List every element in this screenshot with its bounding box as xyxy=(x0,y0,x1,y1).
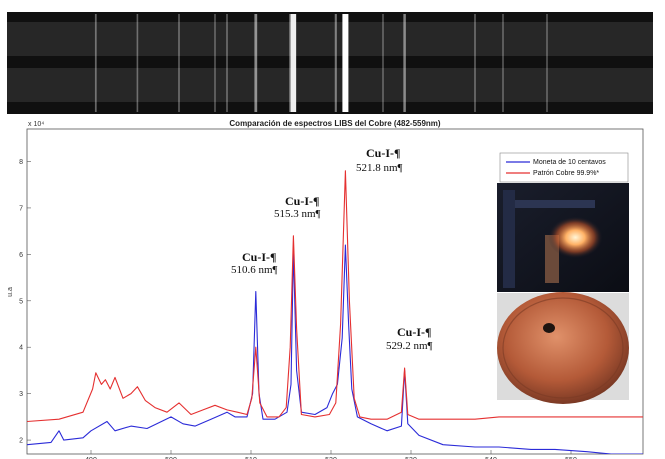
spectrum-image xyxy=(7,12,653,114)
legend: Moneta de 10 centavos Patrón Cobre 99.9%… xyxy=(499,152,629,183)
emission-line xyxy=(290,14,297,112)
annotation-521: Cu-I-¶ 521.8 nm¶ xyxy=(356,146,403,174)
y-tick-label: 2 xyxy=(19,438,23,445)
emission-line xyxy=(94,14,97,112)
annotation-515-element: Cu-I-¶ xyxy=(285,194,319,208)
emission-line xyxy=(342,14,349,112)
series-line-1 xyxy=(27,244,643,454)
x-tick-label: 510 xyxy=(245,457,257,459)
emission-line xyxy=(214,14,216,112)
series-line-2 xyxy=(27,170,643,423)
y-axis-label: u.a xyxy=(7,287,14,297)
emission-line xyxy=(382,14,384,112)
plasma-flame xyxy=(538,214,606,266)
legend-box xyxy=(499,152,629,183)
emission-line xyxy=(178,14,180,112)
x-tick-label: 550 xyxy=(565,457,577,459)
emission-line xyxy=(474,14,476,112)
spectrum-band-bottom xyxy=(7,68,653,102)
x-tick-label: 530 xyxy=(405,457,417,459)
emission-line xyxy=(136,14,139,112)
coin-ablation-crater xyxy=(543,323,555,333)
emission-line xyxy=(403,14,406,112)
annotation-510: Cu-I-¶ 510.6 nm¶ xyxy=(231,250,278,276)
annotation-510-element: Cu-I-¶ xyxy=(242,250,276,264)
emission-line xyxy=(334,14,337,112)
annotation-529-wavelength: 529.2 nm¶ xyxy=(386,340,433,352)
emission-line xyxy=(546,14,548,112)
annotation-529-element: Cu-I-¶ xyxy=(397,325,431,339)
spectrum-band-top xyxy=(7,22,653,56)
coin xyxy=(497,292,629,404)
coin-rim xyxy=(502,297,624,399)
y-tick-label: 7 xyxy=(19,205,23,212)
legend-label-series-2: Patrón Cobre 99.9%* xyxy=(533,170,599,177)
plasma-photo-holder xyxy=(503,190,515,288)
emission-line xyxy=(226,14,228,112)
chart-title: Comparación de espectros LIBS del Cobre … xyxy=(229,119,441,128)
y-multiplier-label: x 10⁴ xyxy=(28,121,44,128)
y-tick-label: 3 xyxy=(19,391,23,398)
annotation-515-wavelength: 515.3 nm¶ xyxy=(274,208,321,220)
emission-line xyxy=(502,14,504,112)
plasma-photo xyxy=(497,183,629,292)
x-tick-label: 540 xyxy=(485,457,497,459)
emission-line xyxy=(289,14,292,112)
x-tick-label: 500 xyxy=(165,457,177,459)
y-tick-label: 6 xyxy=(19,252,23,259)
legend-label-series-1: Moneta de 10 centavos xyxy=(533,159,606,166)
plasma-photo-holder-arm xyxy=(515,200,595,208)
y-tick-label: 5 xyxy=(19,298,23,305)
x-tick-label: 490 xyxy=(85,457,97,459)
annotation-521-element: Cu-I-¶ xyxy=(366,146,400,160)
annotation-521-wavelength: 521.8 nm¶ xyxy=(356,162,403,174)
annotation-510-wavelength: 510.6 nm¶ xyxy=(231,264,278,276)
annotation-529: Cu-I-¶ 529.2 nm¶ xyxy=(386,325,433,352)
annotation-515: Cu-I-¶ 515.3 nm¶ xyxy=(274,194,321,220)
y-tick-label: 4 xyxy=(19,345,23,352)
coin-photo xyxy=(497,292,629,404)
x-tick-label: 520 xyxy=(325,457,337,459)
y-tick-label: 8 xyxy=(19,159,23,166)
emission-line xyxy=(254,14,258,112)
